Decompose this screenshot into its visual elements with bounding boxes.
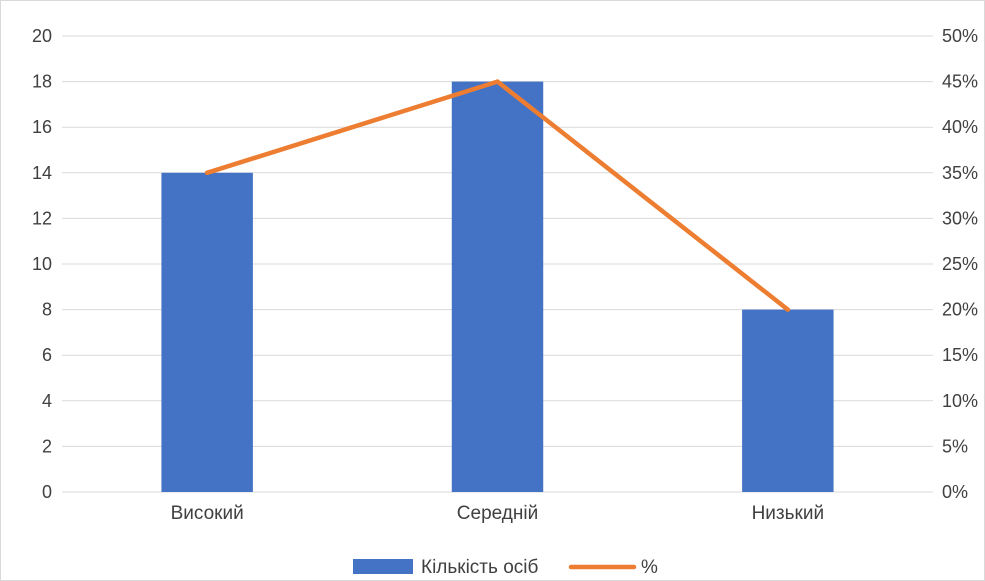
- left-axis-tick-label: 12: [32, 208, 52, 228]
- right-axis-tick-label: 25%: [942, 254, 978, 274]
- bar: [742, 309, 834, 492]
- right-axis-tick-label: 35%: [942, 163, 978, 183]
- line-series: [204, 79, 791, 312]
- right-axis-tick-label: 20%: [942, 300, 978, 320]
- left-axis-tick-label: 8: [42, 300, 52, 320]
- category-label: Середній: [457, 503, 538, 524]
- right-axis-tick-label: 10%: [942, 391, 978, 411]
- legend: Кількість осіб%: [353, 557, 658, 578]
- left-axis-tick-label: 16: [32, 117, 52, 137]
- category-label: Низький: [752, 503, 824, 524]
- left-axis-tick-label: 0: [42, 482, 52, 502]
- bar: [161, 172, 253, 493]
- left-axis-tick-label: 20: [32, 26, 52, 46]
- right-axis-tick-labels: 0% 5% 10% 15% 20% 25% 30% 35% 40% 45% 50%: [942, 26, 978, 502]
- left-axis-tick-label: 2: [42, 436, 52, 456]
- legend-label-line: %: [641, 557, 658, 578]
- left-axis-tick-labels: 0 2 4 6 8 10 12 14 16 18 20: [32, 26, 52, 502]
- right-axis-tick-label: 40%: [942, 117, 978, 137]
- bar: [451, 81, 544, 492]
- left-axis-tick-label: 10: [32, 254, 52, 274]
- line-point: [204, 170, 210, 175]
- category-label: Високий: [171, 503, 244, 524]
- right-axis-tick-label: 50%: [942, 26, 978, 46]
- left-axis-tick-label: 6: [42, 345, 52, 365]
- legend-swatch-bar: [353, 559, 413, 574]
- right-axis-tick-label: 15%: [942, 345, 978, 365]
- bar-series: [161, 81, 834, 493]
- left-axis-tick-label: 14: [32, 163, 52, 183]
- right-axis-tick-label: 0%: [942, 482, 968, 502]
- legend-label-bar: Кількість осіб: [421, 557, 538, 578]
- line-point: [785, 307, 791, 312]
- left-axis-tick-label: 18: [32, 72, 52, 92]
- right-axis-tick-label: 30%: [942, 208, 978, 228]
- right-axis-tick-label: 45%: [942, 72, 978, 92]
- category-axis-labels: Високий Середній Низький: [171, 503, 824, 524]
- left-axis-tick-label: 4: [42, 391, 52, 411]
- line-point: [495, 79, 500, 84]
- right-axis-tick-label: 5%: [942, 436, 968, 456]
